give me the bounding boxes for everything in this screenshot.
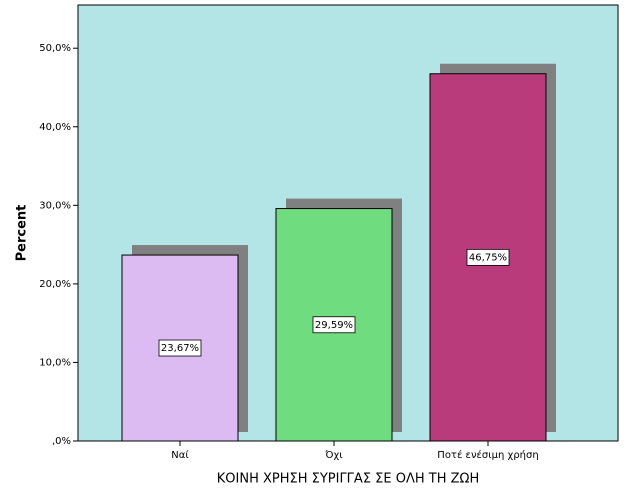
x-axis-title: ΚΟΙΝΗ ΧΡΗΣΗ ΣΥΡΙΓΓΑΣ ΣΕ ΟΛΗ ΤΗ ΖΩΗ [217, 472, 479, 487]
value-label: 29,59% [315, 320, 353, 331]
value-label: 46,75% [469, 252, 507, 263]
y-tick-label: 30,0% [39, 200, 71, 211]
y-tick-label: 50,0% [39, 43, 71, 54]
y-tick-label: 40,0% [39, 122, 71, 133]
x-tick-label: Ναί [171, 449, 189, 461]
value-label-box [158, 339, 202, 357]
y-axis-title: Percent [15, 205, 30, 262]
y-tick-label: 10,0% [39, 357, 71, 368]
y-tick-label: ,0% [52, 436, 71, 447]
value-label: 23,67% [161, 343, 199, 354]
y-tick-label: 20,0% [39, 279, 71, 290]
x-tick-label: Ποτέ ενέσιμη χρήση [437, 449, 538, 461]
value-label-box [466, 248, 510, 266]
value-label-box [312, 316, 356, 334]
x-tick-label: Όχι [324, 449, 343, 461]
